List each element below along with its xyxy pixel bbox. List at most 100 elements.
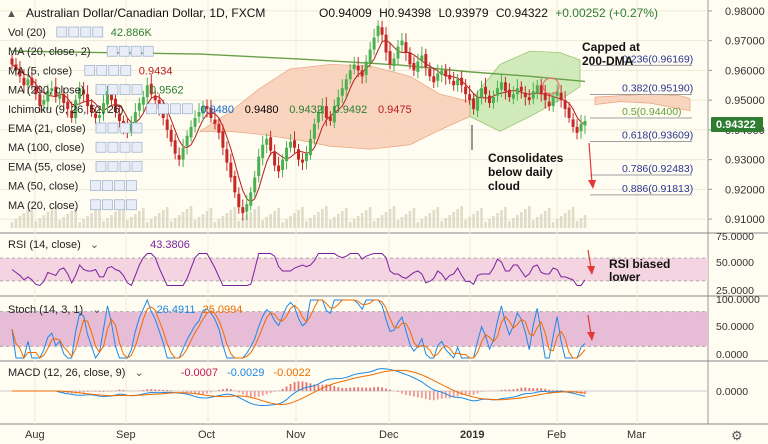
volume-bar <box>539 214 543 228</box>
more-icon[interactable] <box>126 199 137 211</box>
eye-icon[interactable] <box>90 180 101 191</box>
gear-icon[interactable] <box>118 45 130 57</box>
candle-body <box>555 91 559 96</box>
volume-bar <box>237 221 241 228</box>
eye-icon[interactable] <box>106 45 118 57</box>
candle <box>464 79 468 103</box>
more-icon[interactable] <box>142 45 154 57</box>
candle <box>535 79 539 100</box>
volume-bar <box>321 209 324 228</box>
close-icon[interactable] <box>119 122 131 134</box>
eye-icon[interactable] <box>90 199 101 211</box>
macd-hist-bar <box>265 391 268 395</box>
candle-body <box>30 77 34 86</box>
gear-icon[interactable] <box>68 26 80 38</box>
eye-icon[interactable] <box>146 103 157 115</box>
close-icon[interactable] <box>80 26 92 38</box>
gear-icon[interactable] <box>102 199 113 211</box>
settings-gear-icon[interactable]: ⚙ <box>731 428 743 443</box>
volume-bar <box>157 213 161 228</box>
eye-icon[interactable] <box>56 26 68 38</box>
candle <box>265 133 269 154</box>
macd-hist-bar <box>552 390 555 391</box>
volume-bar <box>424 216 428 228</box>
more-icon[interactable] <box>182 103 193 115</box>
macd-hist-bar <box>221 389 224 391</box>
stoch-k-line <box>11 298 586 360</box>
volume-bar <box>583 215 587 228</box>
volume-bar <box>531 220 535 228</box>
volume-bar <box>149 219 153 228</box>
volume-bar <box>567 210 571 228</box>
candle <box>26 73 30 94</box>
close-icon[interactable] <box>119 141 131 153</box>
candle <box>245 195 249 220</box>
volume-bar <box>181 212 185 228</box>
more-icon[interactable] <box>126 180 137 191</box>
macd-hist-bar <box>317 384 320 391</box>
gear-icon[interactable] <box>158 103 169 115</box>
volume-bar <box>46 212 50 228</box>
collapse-chevron-icon[interactable]: ▲ <box>6 8 17 20</box>
rsi-tick-label: 75.0000 <box>716 231 754 243</box>
eye-icon[interactable] <box>95 161 107 172</box>
eye-icon[interactable] <box>95 122 107 134</box>
macd-hist-bar <box>190 391 192 393</box>
candle-body <box>98 115 102 118</box>
gear-icon[interactable] <box>107 161 119 172</box>
close-icon[interactable] <box>130 45 142 57</box>
macd-hist-bar <box>504 389 507 391</box>
candle-body <box>137 103 141 111</box>
volume-bar <box>416 222 420 228</box>
candle-body <box>444 70 448 77</box>
candle <box>165 110 169 139</box>
close-icon[interactable] <box>119 84 131 95</box>
candle-body <box>372 37 376 50</box>
close-icon[interactable] <box>114 199 125 211</box>
fib-label: 0.618(0.93609) <box>622 129 693 141</box>
volume-bar <box>305 221 308 228</box>
gear-icon[interactable] <box>107 122 119 134</box>
indicator-label: MA (20, close) <box>8 200 78 212</box>
eye-icon[interactable] <box>95 141 107 153</box>
more-icon[interactable] <box>131 161 143 172</box>
volume-bar <box>524 209 527 228</box>
gear-icon[interactable] <box>102 180 113 191</box>
indicator-label: MA (20, close, 2) <box>8 46 91 58</box>
close-icon[interactable] <box>114 180 125 191</box>
volume-bar <box>508 221 511 228</box>
volume-bar <box>269 214 272 228</box>
candle <box>460 71 464 93</box>
close-icon[interactable] <box>108 65 120 76</box>
macd-hist-bar <box>82 391 85 393</box>
macd-hist-bar <box>381 387 383 391</box>
macd-hist-bar <box>198 391 200 395</box>
volume-bar <box>277 208 280 228</box>
eye-icon[interactable] <box>95 84 107 95</box>
volume-bar <box>34 221 38 228</box>
close-icon[interactable] <box>119 161 131 172</box>
volume-bar <box>392 206 396 228</box>
volume-bar <box>233 207 237 228</box>
eye-icon[interactable] <box>84 65 96 76</box>
candle <box>74 94 78 124</box>
gear-icon[interactable] <box>107 84 119 95</box>
volume-bar <box>348 222 352 228</box>
candle-body <box>233 175 237 193</box>
more-icon[interactable] <box>131 122 143 134</box>
more-icon[interactable] <box>92 26 104 38</box>
candle <box>257 148 261 183</box>
more-icon[interactable] <box>120 65 132 76</box>
macd-hist-bar <box>472 391 475 395</box>
candle <box>169 124 173 147</box>
volume-bar <box>98 207 101 228</box>
gear-icon[interactable] <box>107 141 119 153</box>
more-icon[interactable] <box>131 84 143 95</box>
indicator-value: 0.9434 <box>139 65 173 77</box>
volume-bar <box>372 221 376 228</box>
volume-bar <box>464 220 467 228</box>
close-icon[interactable] <box>170 103 181 115</box>
more-icon[interactable] <box>131 141 143 153</box>
gear-icon[interactable] <box>96 65 108 76</box>
